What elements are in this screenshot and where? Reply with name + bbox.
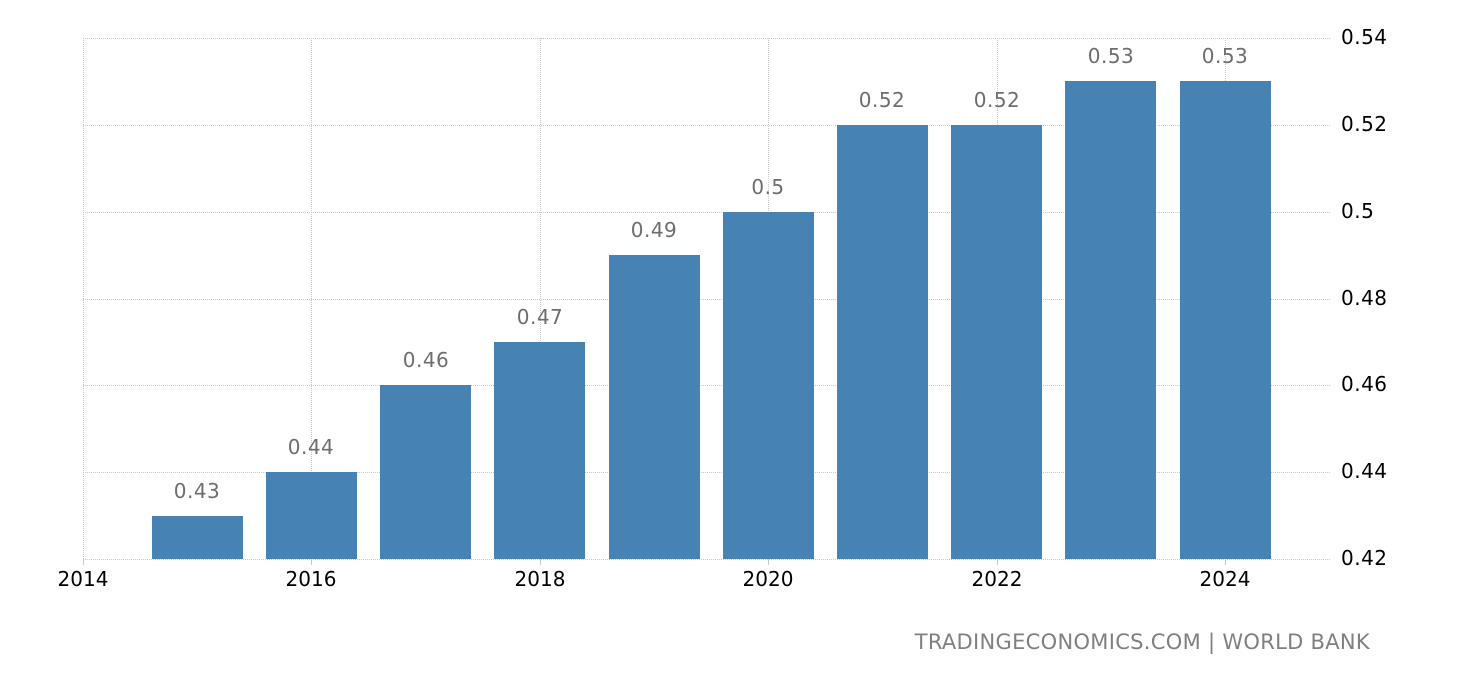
y-tick-label: 0.54 <box>1341 25 1388 49</box>
bar-2019[interactable] <box>609 255 700 559</box>
bar-2017[interactable] <box>380 385 471 559</box>
bar-value-label: 0.46 <box>402 348 450 372</box>
x-tick-label: 2024 <box>1199 567 1251 591</box>
source-attribution: TRADINGECONOMICS.COM | WORLD BANK <box>914 630 1370 654</box>
gridline-horizontal <box>83 472 1330 473</box>
y-tick-label: 0.42 <box>1341 546 1388 570</box>
bar-value-label: 0.53 <box>1201 44 1249 68</box>
bar-value-label: 0.52 <box>973 88 1021 112</box>
x-tick-label: 2016 <box>285 567 337 591</box>
x-tick-mark <box>768 559 769 565</box>
bar-2022[interactable] <box>951 125 1042 559</box>
bar-value-label: 0.5 <box>751 175 785 199</box>
x-tick-label: 2018 <box>514 567 566 591</box>
gridline-horizontal <box>83 559 1330 560</box>
gridline-vertical <box>311 38 312 559</box>
gridline-vertical <box>83 38 84 559</box>
x-tick-label: 2022 <box>971 567 1023 591</box>
y-tick-label: 0.5 <box>1341 199 1375 223</box>
x-tick-mark <box>540 559 541 565</box>
y-tick-label: 0.46 <box>1341 372 1388 396</box>
gridline-horizontal <box>83 299 1330 300</box>
bar-value-label: 0.49 <box>630 218 678 242</box>
x-tick-mark <box>997 559 998 565</box>
bar-value-label: 0.44 <box>287 435 335 459</box>
gridline-horizontal <box>83 38 1330 39</box>
bar-2016[interactable] <box>266 472 357 559</box>
gridline-vertical <box>540 38 541 559</box>
x-tick-mark <box>1225 559 1226 565</box>
bar-2024[interactable] <box>1180 81 1271 559</box>
gridline-horizontal <box>83 125 1330 126</box>
x-tick-label: 2020 <box>742 567 794 591</box>
bar-2018[interactable] <box>494 342 585 559</box>
bar-2020[interactable] <box>723 212 814 559</box>
bar-value-label: 0.43 <box>173 479 221 503</box>
x-tick-label: 2014 <box>57 567 109 591</box>
y-tick-label: 0.44 <box>1341 459 1388 483</box>
bar-2015[interactable] <box>152 516 243 559</box>
bar-2023[interactable] <box>1065 81 1156 559</box>
y-tick-label: 0.48 <box>1341 286 1388 310</box>
bar-value-label: 0.52 <box>858 88 906 112</box>
x-tick-mark <box>83 559 84 565</box>
bar-value-label: 0.47 <box>516 305 564 329</box>
bar-value-label: 0.53 <box>1087 44 1135 68</box>
bar-2021[interactable] <box>837 125 928 559</box>
gridline-horizontal <box>83 212 1330 213</box>
gridline-horizontal <box>83 385 1330 386</box>
x-tick-mark <box>311 559 312 565</box>
y-tick-label: 0.52 <box>1341 112 1388 136</box>
